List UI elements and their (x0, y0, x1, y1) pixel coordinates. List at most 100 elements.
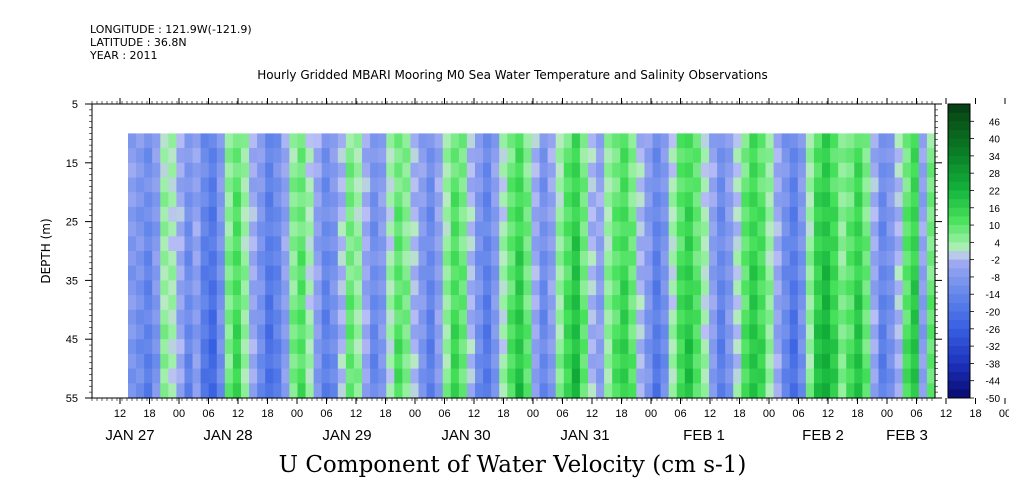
heatmap-cell (894, 295, 904, 311)
heatmap-cell (249, 206, 258, 223)
heatmap-cell (394, 148, 403, 164)
heatmap-cell (668, 368, 678, 384)
heatmap-cell (192, 383, 202, 399)
heatmap-cell (805, 368, 815, 384)
heatmap-cell (281, 324, 290, 340)
heatmap-cell (232, 251, 242, 267)
heatmap-cell (579, 383, 589, 399)
heatmap-cell (329, 133, 339, 149)
heatmap-cell (200, 383, 210, 399)
heatmap-cell (128, 383, 137, 399)
heatmap-cell (216, 280, 226, 296)
heatmap-cell (813, 324, 823, 340)
heatmap-cell (442, 265, 452, 281)
heatmap-cell (555, 133, 565, 149)
heatmap-cell (152, 383, 161, 399)
heatmap-cell (426, 383, 436, 399)
heatmap-cell (741, 251, 750, 267)
heatmap-cell (305, 383, 315, 399)
heatmap-cell (523, 148, 533, 164)
heatmap-cell (305, 280, 315, 296)
heatmap-cell (434, 383, 444, 399)
heatmap-cell (709, 221, 718, 237)
x-tick-label: 06 (438, 408, 450, 420)
heatmap-cell (604, 162, 613, 179)
heatmap-cell (805, 221, 815, 237)
heatmap-cell (571, 162, 581, 179)
heatmap-cell (676, 133, 686, 149)
heatmap-cell (636, 368, 646, 384)
heatmap-cell (144, 339, 153, 355)
heatmap-cell (257, 383, 266, 399)
heatmap-cell (854, 177, 863, 193)
heatmap-cell (410, 251, 420, 267)
heatmap-cell (434, 221, 444, 237)
heatmap-cell (620, 339, 629, 355)
heatmap-cell (660, 221, 670, 237)
heatmap-cell (717, 309, 726, 326)
heatmap-cell (789, 162, 799, 179)
heatmap-cell (475, 383, 484, 399)
x-tick-label: 00 (173, 408, 185, 420)
heatmap-cell (733, 339, 742, 355)
heatmap-cell (773, 339, 783, 355)
heatmap-cell (854, 353, 863, 370)
heatmap-cell (370, 309, 379, 326)
heatmap-cell (426, 192, 436, 208)
heatmap-cell (152, 309, 161, 326)
heatmap-cell (337, 368, 347, 384)
heatmap-cell (733, 133, 742, 149)
heatmap-cell (442, 206, 452, 223)
heatmap-cell (337, 162, 347, 179)
heatmap-cell (813, 206, 823, 223)
heatmap-cell (587, 236, 597, 252)
heatmap-cell (249, 265, 258, 281)
heatmap-cell (700, 177, 710, 193)
heatmap-cell (757, 265, 767, 281)
heatmap-cell (289, 295, 299, 311)
heatmap-cell (297, 265, 307, 281)
heatmap-cell (813, 368, 823, 384)
heatmap-cell (628, 148, 638, 164)
heatmap-cell (579, 265, 589, 281)
heatmap-cell (902, 133, 912, 149)
heatmap-cell (208, 206, 218, 223)
heatmap-cell (128, 324, 137, 340)
heatmap-cell (838, 236, 847, 252)
heatmap-cell (926, 162, 936, 179)
heatmap-cell (491, 368, 500, 384)
colorbar-segment (948, 311, 970, 321)
heatmap-cell (612, 236, 621, 252)
heatmap-cell (321, 236, 331, 252)
heatmap-cell (273, 251, 282, 267)
heatmap-cell (523, 383, 533, 399)
heatmap-cell (596, 353, 605, 370)
heatmap-cell (394, 177, 403, 193)
heatmap-cell (717, 383, 726, 399)
heatmap-cell (265, 280, 274, 296)
heatmap-cell (249, 133, 258, 149)
heatmap-cell (442, 177, 452, 193)
heatmap-cell (232, 206, 242, 223)
heatmap-cell (402, 265, 412, 281)
heatmap-cell (297, 295, 307, 311)
heatmap-cell (160, 206, 169, 223)
heatmap-cell (394, 295, 403, 311)
heatmap-cell (426, 368, 436, 384)
heatmap-cell (918, 383, 928, 399)
heatmap-cell (700, 309, 710, 326)
heatmap-cell (418, 295, 428, 311)
colorbar-segment (948, 302, 970, 313)
heatmap-cell (160, 192, 169, 208)
heatmap-cell (136, 236, 145, 252)
heatmap-cell (442, 192, 452, 208)
heatmap-cell (692, 162, 702, 179)
heatmap-cell (902, 177, 912, 193)
heatmap-cell (475, 368, 484, 384)
heatmap-cell (458, 133, 468, 149)
heatmap-cell (160, 280, 169, 296)
heatmap-cell (741, 280, 750, 296)
heatmap-cell (765, 383, 775, 399)
heatmap-cell (539, 177, 549, 193)
heatmap-cell (345, 295, 355, 311)
